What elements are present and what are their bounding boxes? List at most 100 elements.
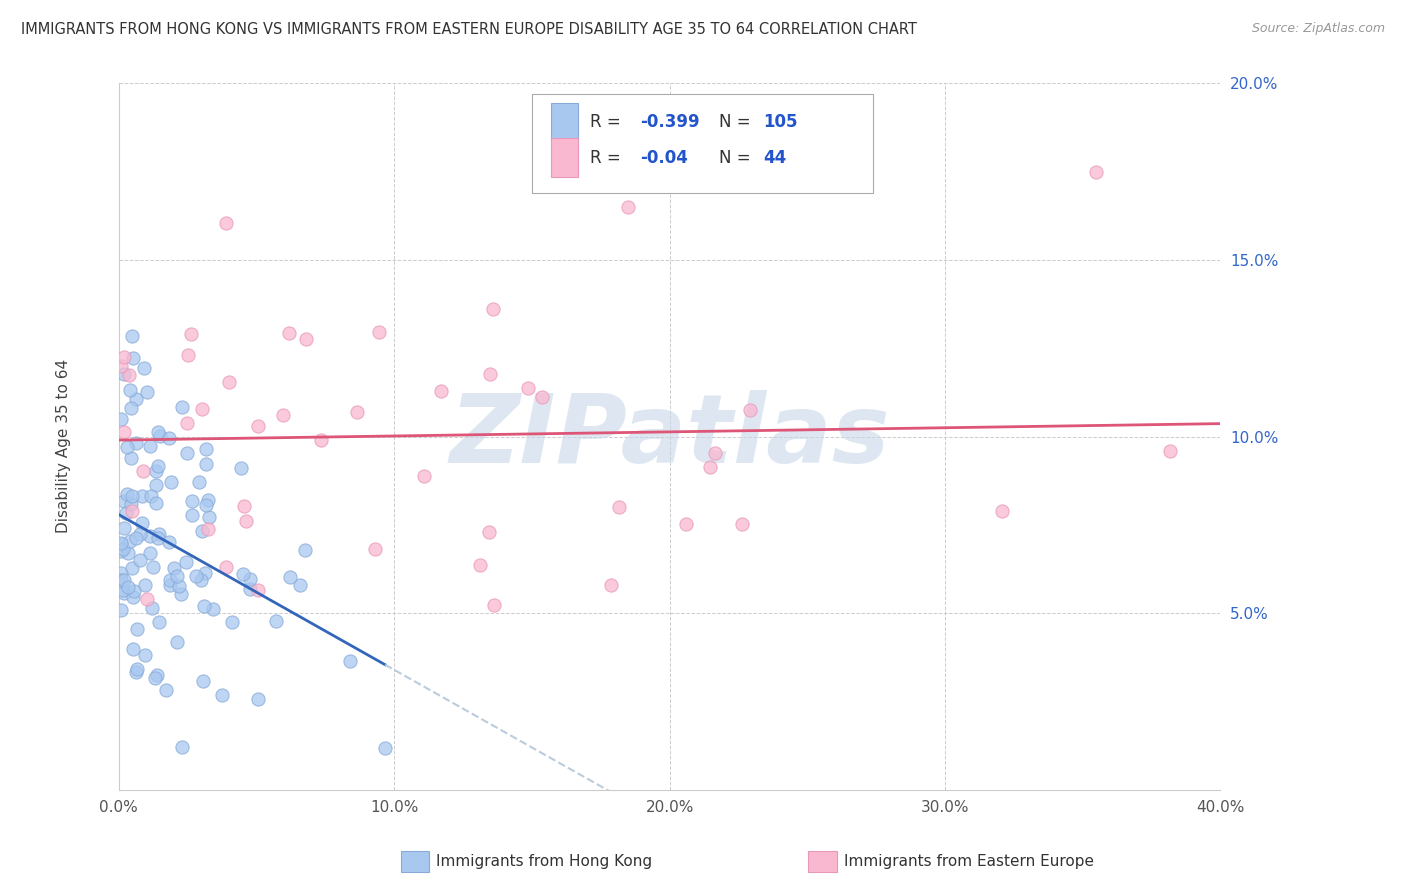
Point xyxy=(159,475,181,489)
Point xyxy=(155,682,177,697)
Point xyxy=(122,351,145,365)
Point xyxy=(132,361,155,376)
Point xyxy=(991,504,1014,518)
Text: Immigrants from Eastern Europe: Immigrants from Eastern Europe xyxy=(844,855,1094,869)
Point xyxy=(239,572,262,586)
Point xyxy=(233,499,256,513)
Point xyxy=(148,526,170,541)
Point xyxy=(482,598,505,612)
Point xyxy=(117,487,139,501)
Point xyxy=(122,590,145,604)
Point xyxy=(115,506,138,520)
Point xyxy=(139,439,162,453)
Point xyxy=(122,583,145,598)
Text: N =: N = xyxy=(718,113,751,131)
Point xyxy=(110,603,132,617)
Text: Immigrants from Hong Kong: Immigrants from Hong Kong xyxy=(436,855,652,869)
Text: R =: R = xyxy=(591,149,626,167)
Point xyxy=(110,573,132,587)
Point xyxy=(482,302,505,317)
Point xyxy=(121,642,143,657)
Point xyxy=(121,504,143,518)
Point xyxy=(271,408,294,422)
Point xyxy=(112,521,135,535)
Text: N =: N = xyxy=(718,149,751,167)
Text: -0.04: -0.04 xyxy=(640,149,688,167)
Point xyxy=(186,569,208,583)
Point xyxy=(159,573,181,587)
Point xyxy=(740,402,762,417)
Point xyxy=(180,494,202,508)
Point xyxy=(166,569,188,583)
Text: IMMIGRANTS FROM HONG KONG VS IMMIGRANTS FROM EASTERN EUROPE DISABILITY AGE 35 TO: IMMIGRANTS FROM HONG KONG VS IMMIGRANTS … xyxy=(21,22,917,37)
Point xyxy=(112,425,135,439)
Point xyxy=(131,489,153,503)
Point xyxy=(215,559,238,574)
Point xyxy=(110,411,132,425)
Point xyxy=(294,542,316,557)
Point xyxy=(134,648,156,662)
Point xyxy=(531,390,554,404)
Point xyxy=(134,578,156,592)
Point xyxy=(110,359,132,373)
Point xyxy=(187,475,209,489)
Point xyxy=(288,578,311,592)
Point xyxy=(235,514,257,528)
Text: 105: 105 xyxy=(763,113,797,131)
Point xyxy=(194,498,217,512)
Point xyxy=(139,546,162,560)
Point xyxy=(198,510,221,524)
Point xyxy=(675,516,697,531)
Point xyxy=(112,368,135,382)
Point xyxy=(193,599,215,614)
Point xyxy=(125,623,148,637)
Point xyxy=(157,431,180,445)
Point xyxy=(115,440,138,454)
Point xyxy=(120,450,142,465)
Point xyxy=(176,416,198,430)
Point xyxy=(166,635,188,649)
Point xyxy=(149,428,172,442)
Bar xyxy=(551,138,578,177)
Point xyxy=(295,332,318,346)
Point xyxy=(112,586,135,600)
Point xyxy=(170,400,193,414)
Point xyxy=(129,527,152,541)
Point xyxy=(430,384,453,398)
Point xyxy=(135,385,157,400)
Point xyxy=(311,433,333,447)
Point xyxy=(176,555,198,569)
Point xyxy=(136,592,159,607)
Point xyxy=(110,543,132,558)
Point xyxy=(218,376,240,390)
Point xyxy=(143,671,166,685)
Point xyxy=(110,536,132,550)
Point xyxy=(125,436,148,450)
Point xyxy=(111,582,134,597)
Point xyxy=(368,325,391,339)
Point xyxy=(169,579,191,593)
Point xyxy=(194,457,217,471)
Point xyxy=(202,602,225,616)
Point xyxy=(191,524,214,538)
Point xyxy=(232,566,254,581)
Point xyxy=(121,329,143,343)
Point xyxy=(146,425,169,439)
Point xyxy=(139,529,162,543)
Point xyxy=(191,674,214,689)
Point xyxy=(704,446,727,460)
Point xyxy=(699,460,721,475)
Point xyxy=(176,446,198,460)
Point xyxy=(468,558,491,572)
Point xyxy=(148,531,170,545)
Point xyxy=(145,496,167,510)
Point xyxy=(190,573,212,587)
Point xyxy=(1085,165,1108,179)
Point xyxy=(231,461,253,475)
Point xyxy=(110,566,132,580)
Point xyxy=(127,662,149,676)
Point xyxy=(246,419,269,434)
Point xyxy=(731,516,754,531)
Point xyxy=(121,561,143,575)
Point xyxy=(117,546,139,560)
